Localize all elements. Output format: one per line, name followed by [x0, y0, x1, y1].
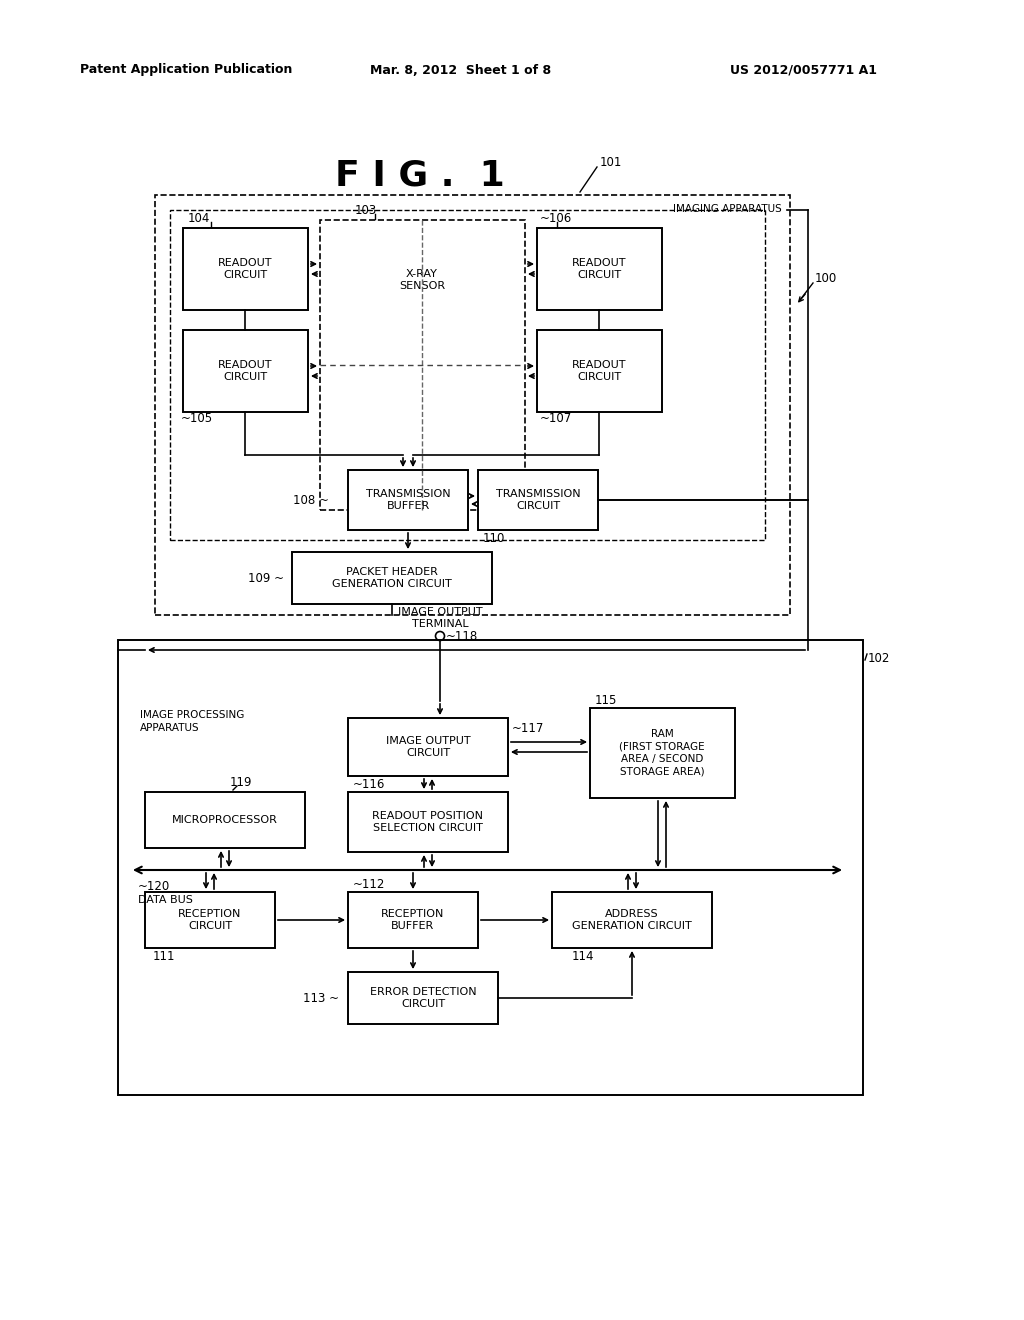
Text: IMAGE OUTPUT: IMAGE OUTPUT: [397, 607, 482, 616]
Text: IMAGE PROCESSING: IMAGE PROCESSING: [140, 710, 245, 719]
Bar: [478, 470, 598, 531]
Bar: [145, 892, 275, 948]
Bar: [170, 210, 765, 540]
Bar: [537, 330, 662, 412]
Text: MICROPROCESSOR: MICROPROCESSOR: [172, 814, 278, 825]
Text: DATA BUS: DATA BUS: [138, 895, 193, 906]
Text: Mar. 8, 2012  Sheet 1 of 8: Mar. 8, 2012 Sheet 1 of 8: [370, 63, 551, 77]
Text: ADDRESS
GENERATION CIRCUIT: ADDRESS GENERATION CIRCUIT: [572, 908, 692, 931]
Text: 102: 102: [868, 652, 891, 664]
Text: 113 ~: 113 ~: [303, 991, 339, 1005]
Text: RAM
(FIRST STORAGE
AREA / SECOND
STORAGE AREA): RAM (FIRST STORAGE AREA / SECOND STORAGE…: [620, 730, 705, 776]
Text: 109 ~: 109 ~: [248, 572, 284, 585]
Text: READOUT
CIRCUIT: READOUT CIRCUIT: [571, 360, 627, 383]
Text: US 2012/0057771 A1: US 2012/0057771 A1: [730, 63, 877, 77]
Text: ~117: ~117: [512, 722, 545, 734]
Text: ~116: ~116: [353, 777, 385, 791]
Bar: [348, 972, 498, 1024]
Bar: [552, 892, 712, 948]
Text: APPARATUS: APPARATUS: [140, 723, 200, 733]
Bar: [183, 228, 308, 310]
Bar: [183, 330, 308, 412]
Text: ~112: ~112: [353, 878, 385, 891]
Text: 101: 101: [600, 156, 623, 169]
Text: READOUT
CIRCUIT: READOUT CIRCUIT: [571, 257, 627, 280]
Text: READOUT POSITION
SELECTION CIRCUIT: READOUT POSITION SELECTION CIRCUIT: [373, 810, 483, 833]
Text: 103: 103: [355, 203, 377, 216]
Text: READOUT
CIRCUIT: READOUT CIRCUIT: [218, 257, 272, 280]
Text: 100: 100: [815, 272, 838, 285]
Bar: [155, 195, 790, 615]
Bar: [348, 470, 468, 531]
Text: 114: 114: [572, 949, 595, 962]
Bar: [537, 228, 662, 310]
Bar: [132, 698, 847, 1080]
Text: ~107: ~107: [540, 412, 572, 425]
Text: TERMINAL: TERMINAL: [412, 619, 468, 630]
Text: 104: 104: [188, 211, 210, 224]
Text: ERROR DETECTION
CIRCUIT: ERROR DETECTION CIRCUIT: [370, 987, 476, 1010]
Text: TRANSMISSION
CIRCUIT: TRANSMISSION CIRCUIT: [496, 488, 581, 511]
Text: 111: 111: [153, 949, 175, 962]
Text: ~118: ~118: [446, 631, 478, 644]
Bar: [348, 792, 508, 851]
Bar: [292, 552, 492, 605]
Text: ~120: ~120: [138, 880, 170, 894]
Text: TRANSMISSION
BUFFER: TRANSMISSION BUFFER: [366, 488, 451, 511]
Text: READOUT
CIRCUIT: READOUT CIRCUIT: [218, 360, 272, 383]
Text: IMAGE OUTPUT
CIRCUIT: IMAGE OUTPUT CIRCUIT: [386, 735, 470, 758]
Text: RECEPTION
BUFFER: RECEPTION BUFFER: [381, 908, 444, 931]
Text: X-RAY
SENSOR: X-RAY SENSOR: [399, 269, 445, 290]
Text: ~105: ~105: [181, 412, 213, 425]
Text: 119: 119: [230, 776, 253, 788]
Text: 115: 115: [595, 693, 617, 706]
Bar: [145, 792, 305, 847]
Text: F I G .  1: F I G . 1: [335, 158, 505, 191]
Bar: [348, 892, 478, 948]
Bar: [348, 718, 508, 776]
Bar: [319, 220, 525, 510]
Bar: [590, 708, 735, 799]
Text: RECEPTION
CIRCUIT: RECEPTION CIRCUIT: [178, 908, 242, 931]
Text: 108 ~: 108 ~: [293, 494, 329, 507]
Text: IMAGING APPARATUS: IMAGING APPARATUS: [673, 205, 782, 214]
Text: 110: 110: [483, 532, 506, 544]
Text: PACKET HEADER
GENERATION CIRCUIT: PACKET HEADER GENERATION CIRCUIT: [332, 566, 452, 589]
Text: Patent Application Publication: Patent Application Publication: [80, 63, 293, 77]
Bar: [118, 640, 863, 1096]
Text: ~106: ~106: [540, 211, 572, 224]
